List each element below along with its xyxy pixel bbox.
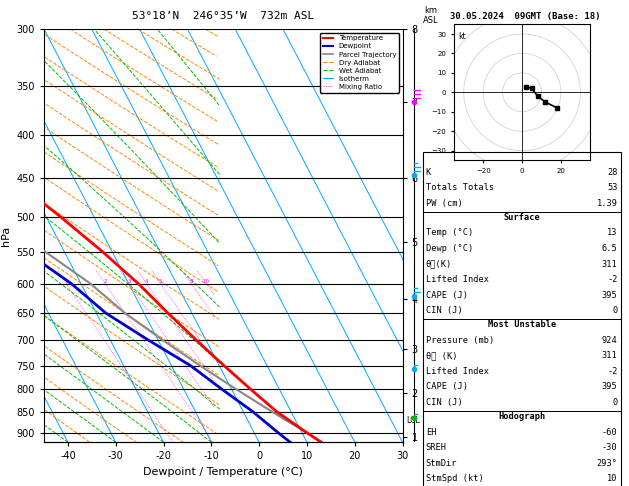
Text: Pressure (mb): Pressure (mb) (426, 336, 494, 345)
Text: 13: 13 (607, 228, 618, 238)
Text: K: K (426, 168, 431, 177)
Text: Hodograph: Hodograph (498, 412, 545, 421)
Text: Most Unstable: Most Unstable (487, 320, 556, 330)
Text: -30: -30 (602, 443, 618, 452)
Text: 5: 5 (159, 278, 162, 284)
Text: 311: 311 (602, 260, 618, 269)
Text: 53: 53 (607, 183, 618, 192)
Text: Totals Totals: Totals Totals (426, 183, 494, 192)
Text: 311: 311 (602, 351, 618, 361)
Text: 6.5: 6.5 (602, 244, 618, 253)
Text: 30.05.2024  09GMT (Base: 18): 30.05.2024 09GMT (Base: 18) (450, 12, 601, 21)
Text: 1.39: 1.39 (597, 199, 618, 208)
Text: θᴇ (K): θᴇ (K) (426, 351, 457, 361)
Text: 924: 924 (602, 336, 618, 345)
Text: -2: -2 (607, 367, 618, 376)
Text: 28: 28 (607, 168, 618, 177)
Text: 395: 395 (602, 382, 618, 392)
Text: 0: 0 (613, 306, 618, 315)
Text: Lifted Index: Lifted Index (426, 367, 489, 376)
Text: Lifted Index: Lifted Index (426, 275, 489, 284)
Text: PW (cm): PW (cm) (426, 199, 462, 208)
Text: 1: 1 (65, 278, 68, 284)
Text: 4: 4 (145, 278, 148, 284)
Text: 8: 8 (189, 278, 193, 284)
Text: CIN (J): CIN (J) (426, 306, 462, 315)
Text: Dewp (°C): Dewp (°C) (426, 244, 473, 253)
Text: 395: 395 (602, 291, 618, 300)
Text: LCL: LCL (406, 416, 420, 425)
Text: Temp (°C): Temp (°C) (426, 228, 473, 238)
Text: Surface: Surface (503, 213, 540, 222)
Text: CAPE (J): CAPE (J) (426, 291, 468, 300)
Text: SREH: SREH (426, 443, 447, 452)
Text: 3: 3 (127, 278, 131, 284)
Text: 0: 0 (613, 398, 618, 407)
Text: EH: EH (426, 428, 437, 437)
Text: -2: -2 (607, 275, 618, 284)
Text: 2: 2 (103, 278, 107, 284)
Text: 10: 10 (607, 474, 618, 484)
Text: θᴇ(K): θᴇ(K) (426, 260, 452, 269)
Text: CIN (J): CIN (J) (426, 398, 462, 407)
Text: kt: kt (458, 32, 465, 41)
X-axis label: Dewpoint / Temperature (°C): Dewpoint / Temperature (°C) (143, 467, 303, 477)
Legend: Temperature, Dewpoint, Parcel Trajectory, Dry Adiabat, Wet Adiabat, Isotherm, Mi: Temperature, Dewpoint, Parcel Trajectory… (320, 33, 399, 93)
Text: 10: 10 (203, 278, 210, 284)
Y-axis label: hPa: hPa (1, 226, 11, 246)
Text: km
ASL: km ASL (423, 6, 439, 25)
Text: -60: -60 (602, 428, 618, 437)
Text: CAPE (J): CAPE (J) (426, 382, 468, 392)
Text: 293°: 293° (597, 459, 618, 468)
Text: 53°18’N  246°35’W  732m ASL: 53°18’N 246°35’W 732m ASL (132, 11, 314, 21)
Text: StmDir: StmDir (426, 459, 457, 468)
Text: StmSpd (kt): StmSpd (kt) (426, 474, 484, 484)
